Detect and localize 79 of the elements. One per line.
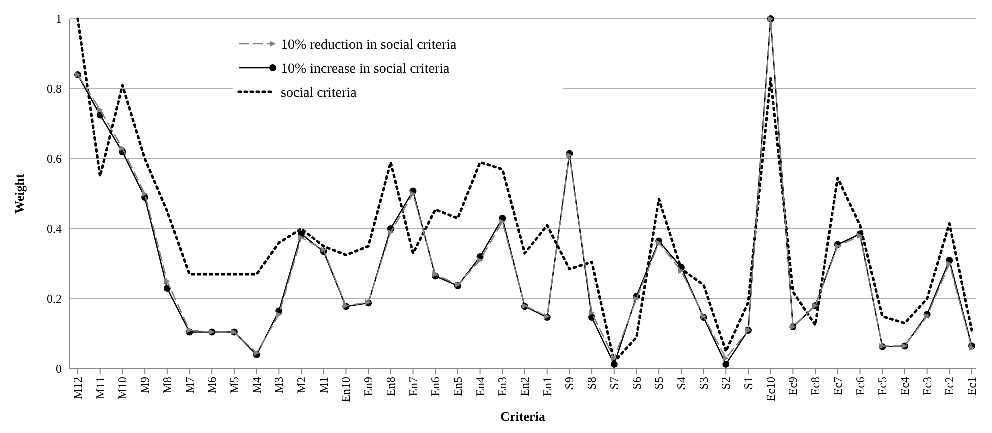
x-tick-label: M6	[205, 377, 220, 394]
x-tick-label: M7	[182, 377, 197, 394]
x-tick-label: En9	[362, 377, 376, 396]
x-tick-label: S1	[742, 377, 756, 390]
x-tick-label: S5	[652, 377, 666, 390]
x-tick-label: En7	[406, 377, 420, 396]
point	[857, 233, 864, 239]
x-tick-label: M8	[160, 377, 174, 394]
y-tick-label: 0.8	[47, 82, 62, 96]
x-tick-label: En2	[518, 377, 532, 396]
point	[388, 230, 394, 236]
point	[611, 356, 618, 362]
x-tick-label: En5	[450, 377, 465, 396]
point	[500, 219, 506, 225]
point	[834, 244, 841, 250]
x-axis-title: Criteria	[500, 409, 546, 424]
y-tick-label: 0.2	[47, 292, 62, 306]
x-tick-label: Ec2	[942, 377, 957, 396]
legend-label: 10% increase in social criteria	[281, 62, 450, 77]
x-tick-label: M11	[93, 377, 108, 400]
x-tick-label: S2	[719, 377, 734, 390]
x-tick-label: M1	[316, 377, 331, 394]
x-tick-label: S4	[674, 377, 688, 390]
legend-label: 10% reduction in social criteria	[281, 38, 458, 53]
x-tick-label: Ec6	[853, 377, 868, 396]
x-tick-label: Ec4	[898, 377, 912, 396]
point	[924, 314, 930, 320]
point	[276, 312, 282, 318]
x-tick-label: M3	[272, 377, 286, 394]
x-tick-label: En3	[496, 377, 510, 396]
x-tick-label: M2	[294, 377, 308, 394]
point	[298, 234, 304, 241]
point	[634, 296, 640, 302]
point	[969, 345, 975, 351]
y-tick-label: 0	[56, 362, 62, 376]
x-tick-label: En8	[384, 377, 398, 396]
point	[722, 360, 730, 368]
point	[410, 191, 416, 197]
x-tick-label: En10	[339, 377, 354, 402]
point	[610, 360, 618, 368]
point	[432, 272, 439, 278]
point	[946, 261, 953, 267]
x-tick-label: Ec3	[920, 377, 934, 396]
x-tick-label: Ec1	[965, 377, 979, 396]
x-tick-label: Ec7	[830, 377, 845, 396]
x-tick-label: Ec8	[808, 377, 823, 396]
y-axis-title: Weight	[12, 173, 27, 214]
point	[142, 191, 148, 197]
x-tick-label: Ec9	[786, 377, 800, 396]
point	[97, 107, 104, 113]
x-tick-label: En4	[473, 377, 488, 396]
point	[678, 268, 684, 274]
point	[566, 152, 573, 158]
x-tick-label: Ec10	[764, 377, 778, 402]
point	[723, 356, 730, 362]
x-tick-label: S3	[696, 377, 711, 390]
x-tick-label: Ec5	[876, 377, 890, 396]
point	[164, 278, 170, 284]
x-tick-label: M5	[227, 377, 242, 394]
point	[164, 285, 171, 292]
x-tick-label: M12	[71, 377, 85, 400]
x-tick-label: S8	[585, 377, 600, 390]
x-tick-label: S9	[562, 377, 577, 390]
x-tick-label: En6	[428, 377, 443, 396]
x-tick-label: M9	[138, 377, 152, 394]
x-tick-label: M4	[250, 377, 264, 394]
x-tick-label: M10	[116, 377, 130, 400]
point	[477, 258, 484, 264]
x-tick-label: En1	[540, 377, 554, 396]
y-tick-label: 0.4	[47, 222, 62, 236]
x-tick-label: S7	[607, 377, 622, 390]
point	[589, 310, 596, 316]
point	[656, 240, 662, 246]
point	[120, 146, 126, 152]
x-tick-label: S6	[630, 377, 644, 390]
legend-label: social criteria	[281, 86, 358, 101]
point	[320, 247, 327, 253]
y-tick-label: 0.6	[47, 152, 62, 166]
y-tick-label: 1	[56, 12, 62, 26]
